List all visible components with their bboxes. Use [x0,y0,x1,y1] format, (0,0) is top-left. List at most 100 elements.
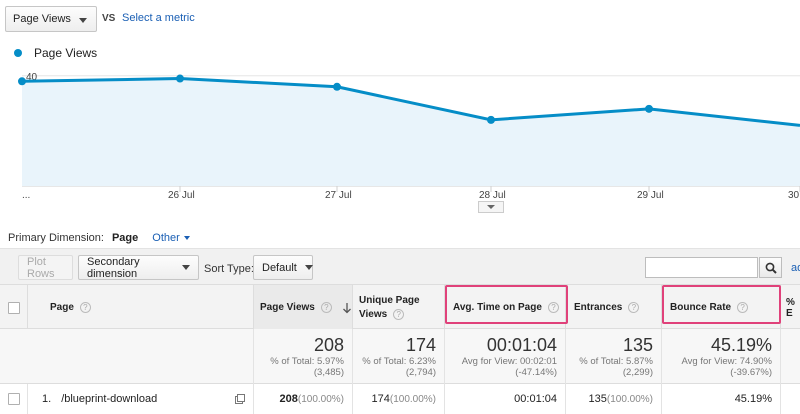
col-unique-page-views[interactable]: Unique Page Views? [352,285,444,330]
chevron-down-icon [183,236,190,240]
secondary-dimension-label: Secondary dimension [87,255,140,280]
select-metric-link[interactable]: Select a metric [122,12,195,24]
help-icon[interactable]: ? [393,309,405,320]
total-avg-time-view: Avg for View: 00:02:01 [461,356,557,367]
secondary-dimension-dropdown[interactable]: Secondary dimension [78,255,199,280]
col-bounce-rate[interactable]: Bounce Rate ? [661,285,780,330]
row-avg-time: 00:01:04 [444,384,565,414]
row-unique-value: 174 [371,393,390,405]
sort-type-value: Default [262,261,297,274]
total-bounce-diff: (-39.67%) [730,367,772,378]
row-entrances-value: 135 [588,393,607,405]
search-icon [765,262,777,274]
col-avg-time-on-page[interactable]: Avg. Time on Page ? [444,285,565,330]
table-toolbar: Plot Rows Secondary dimension Sort Type:… [0,248,800,284]
row-select-cell [0,384,27,414]
table-header: Page ? Page Views ? Unique Page Views? A… [0,284,800,330]
total-avg-time-value: 00:01:04 [486,335,557,355]
total-entrances-total: (2,299) [622,367,653,378]
help-icon[interactable]: ? [547,302,559,313]
row-index: 1. [42,393,52,405]
row-page-views-pct: (100.00%) [297,393,344,405]
total-entrances-pct: % of Total: 5.87% [579,356,653,367]
help-icon[interactable]: ? [737,302,749,313]
col-page-views[interactable]: Page Views ? [253,285,352,330]
x-tick-label: 27 Jul [325,190,352,201]
row-entrances-pct: (100.00%) [606,393,653,405]
col-exit-label: % E [786,296,795,319]
open-page-icon[interactable] [235,394,245,404]
x-tick-label: 29 Jul [637,190,664,201]
chevron-down-icon [79,18,87,23]
total-page-views: 208 % of Total: 5.97% (3,485) [253,329,352,384]
primary-dimension-current[interactable]: Page [111,232,139,244]
total-page-views-pct: % of Total: 5.97% [270,356,344,367]
primary-dimension-bar: Primary Dimension: Page Other [8,232,190,244]
series-line-page-views [21,77,800,127]
metric-dropdown[interactable]: Page Views [5,6,97,32]
total-avg-time: 00:01:04 Avg for View: 00:02:01 (-47.14%… [444,329,565,384]
primary-dimension-label: Primary Dimension: [8,232,104,244]
data-point[interactable] [487,115,495,124]
total-entrances: 135 % of Total: 5.87% (2,299) [565,329,661,384]
select-all-checkbox[interactable] [7,301,20,314]
row-page-link[interactable]: /blueprint-download [61,393,158,405]
col-entrances-label: Entrances [574,302,623,313]
advanced-link[interactable]: adv [791,262,800,274]
vs-label: VS [102,13,116,24]
total-page-views-value: 208 [313,335,344,355]
sort-type-dropdown[interactable]: Default [253,255,313,280]
col-bounce-rate-label: Bounce Rate [670,302,732,313]
sort-descending-icon[interactable] [342,302,352,314]
x-tick-label: 30 [788,190,800,201]
total-entrances-value: 135 [622,335,653,355]
total-bounce: 45.19% Avg for View: 74.90% (-39.67%) [661,329,780,384]
search-button[interactable] [759,257,782,278]
row-entrances: 135 (100.00%) [565,384,661,414]
chevron-down-icon [487,205,495,209]
help-icon[interactable]: ? [79,302,91,313]
row-checkbox[interactable] [7,393,20,405]
row-unique-pct: (100.00%) [389,393,436,405]
sort-type-label: Sort Type: [204,263,254,275]
legend-label: Page Views [34,46,98,60]
total-unique-total: (2,794) [405,367,436,378]
total-avg-time-diff: (-47.14%) [515,367,557,378]
total-page-views-total: (3,485) [313,367,344,378]
help-icon[interactable]: ? [320,302,332,313]
total-unique-value: 174 [405,335,436,355]
other-dimension-link[interactable]: Other [152,232,180,244]
chart-resize-handle[interactable] [478,201,504,213]
row-page-views-value: 208 [279,393,298,405]
col-exit[interactable]: % E [780,285,800,330]
help-icon[interactable]: ? [628,302,640,313]
total-unique-pct: % of Total: 6.23% [362,356,436,367]
col-unique-label-1: Unique Page [359,294,420,306]
table-row[interactable]: 1. /blueprint-download 208 (100.00%) 174… [0,384,800,414]
table-search-input[interactable] [645,257,758,278]
plot-rows-label: Plot Rows [27,255,55,280]
table-totals-row: 208 % of Total: 5.97% (3,485) 174 % of T… [0,329,800,384]
col-page[interactable]: Page ? [27,285,253,330]
col-avg-time-label: Avg. Time on Page [453,302,542,313]
data-point[interactable] [645,104,653,113]
row-avg-time-value: 00:01:04 [514,393,557,405]
row-page-cell: 1. /blueprint-download [27,384,253,414]
col-entrances[interactable]: Entrances ? [565,285,661,330]
chevron-down-icon [304,265,313,270]
legend-dot-icon [14,49,22,57]
col-page-views-label: Page Views [260,302,315,313]
row-unique: 174 (100.00%) [352,384,444,414]
data-point[interactable] [333,82,341,91]
col-page-label: Page [50,302,74,313]
data-point[interactable] [18,77,26,86]
data-point[interactable] [176,74,184,83]
plot-rows-button[interactable]: Plot Rows [18,255,73,280]
highlight-bounce-rate [662,285,781,324]
x-tick-label: 28 Jul [479,190,506,201]
total-bounce-value: 45.19% [710,335,772,355]
total-unique: 174 % of Total: 6.23% (2,794) [352,329,444,384]
total-exit [780,329,800,384]
chart-legend: Page Views [14,46,97,60]
